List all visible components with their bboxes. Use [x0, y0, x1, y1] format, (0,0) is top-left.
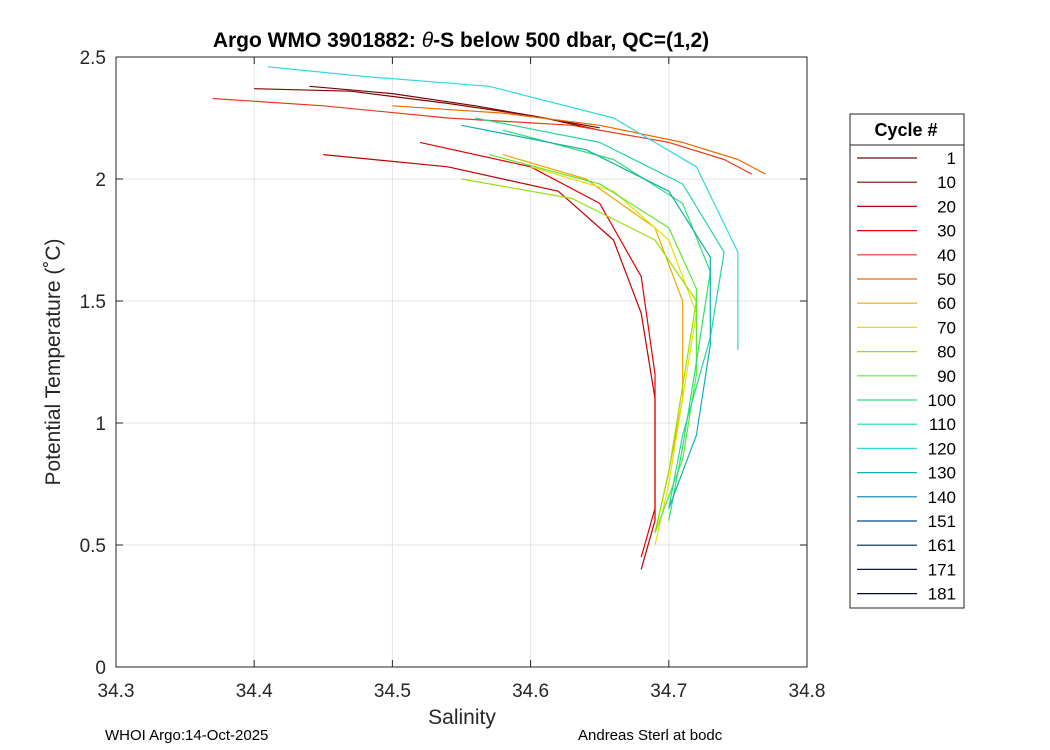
legend-label-cycle-100: 100 — [928, 391, 956, 410]
x-axis-label: Salinity — [428, 706, 496, 729]
footer-source: WHOI Argo:14-Oct-2025 — [105, 727, 268, 744]
x-tick-labels: 34.3 34.4 34.5 34.6 34.7 34.8 — [98, 681, 826, 702]
footer-author: Andreas Sterl at bodc — [578, 727, 723, 744]
data-lines — [212, 66, 766, 570]
legend-label-cycle-50: 50 — [937, 270, 956, 289]
x-tick-label: 34.8 — [789, 681, 826, 702]
legend-label-cycle-171: 171 — [928, 560, 956, 579]
legend-label-cycle-70: 70 — [937, 318, 956, 337]
y-axis-label: Potential Temperature (˚C) — [42, 238, 65, 485]
x-tick-label: 34.6 — [512, 681, 549, 702]
legend-label-cycle-140: 140 — [928, 488, 956, 507]
x-tick-label: 34.3 — [98, 681, 135, 702]
legend-label-cycle-130: 130 — [928, 464, 956, 483]
y-tick-labels: 0 0.5 1 1.5 2 2.5 — [80, 48, 106, 679]
y-tick-label: 0 — [95, 658, 106, 679]
x-tick-label: 34.7 — [650, 681, 687, 702]
legend-label-cycle-151: 151 — [928, 512, 956, 531]
y-tick-label: 1.5 — [80, 292, 106, 313]
legend-label-cycle-110: 110 — [929, 415, 956, 434]
legend-label-cycle-10: 10 — [937, 173, 956, 192]
legend-label-cycle-60: 60 — [937, 294, 956, 313]
legend-label-cycle-30: 30 — [937, 222, 956, 241]
legend: Cycle # 11020304050607080901001101201301… — [849, 113, 965, 609]
series-line-cycle-120 — [267, 66, 739, 350]
y-tick-label: 2 — [95, 170, 106, 191]
legend-title: Cycle # — [874, 120, 937, 140]
legend-label-cycle-90: 90 — [937, 367, 956, 386]
y-tick-label: 1 — [95, 414, 106, 435]
legend-label-cycle-161: 161 — [928, 536, 956, 555]
axis-ticks — [115, 56, 808, 668]
x-tick-label: 34.4 — [236, 681, 273, 702]
legend-label-cycle-20: 20 — [937, 197, 956, 216]
y-tick-label: 0.5 — [80, 536, 106, 557]
series-line-cycle-90 — [488, 154, 698, 534]
series-line-cycle-1 — [309, 85, 600, 131]
chart-title: Argo WMO 3901882: θ-S below 500 dbar, QC… — [213, 29, 709, 52]
y-tick-label: 2.5 — [80, 48, 106, 69]
x-tick-label: 34.5 — [374, 681, 411, 702]
legend-entries: 1102030405060708090100110120130140151161… — [857, 149, 956, 604]
plot-area — [116, 57, 807, 667]
legend-box — [849, 113, 965, 609]
plot-frame — [115, 56, 808, 668]
series-line-cycle-110 — [475, 117, 725, 509]
legend-label-cycle-1: 1 — [947, 149, 956, 168]
legend-label-cycle-80: 80 — [937, 343, 956, 362]
legend-label-cycle-181: 181 — [928, 585, 956, 604]
series-line-cycle-130 — [461, 124, 711, 509]
legend-label-cycle-120: 120 — [928, 439, 956, 458]
series-line-cycle-30 — [419, 141, 656, 558]
legend-label-cycle-40: 40 — [937, 246, 956, 265]
series-line-cycle-40 — [212, 97, 752, 175]
